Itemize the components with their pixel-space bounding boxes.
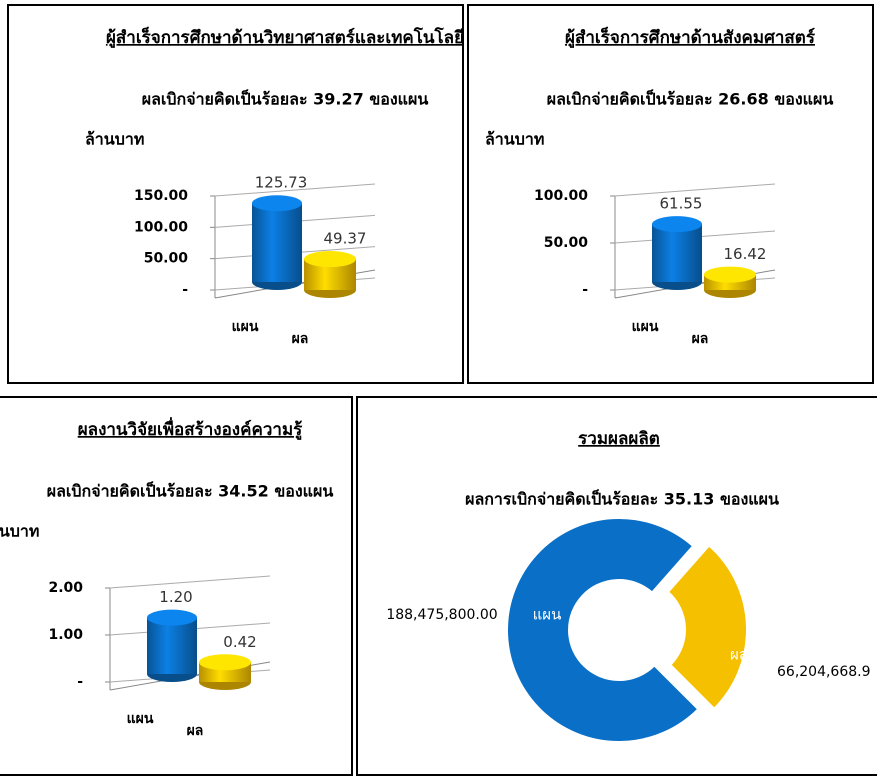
chart-title: ผลงานวิจัยเพื่อสร้างองค์ความรู้: [78, 417, 303, 441]
x-tick-label: แผน: [632, 319, 659, 335]
chart-title: ผู้สำเร็จการศึกษาด้านวิทยาศาสตร์และเทคโน…: [106, 25, 464, 49]
y-axis-label: ล้านบาท: [0, 522, 39, 541]
grid-line: [214, 183, 376, 197]
chart-title: ผู้สำเร็จการศึกษาด้านสังคมศาสตร์: [565, 25, 816, 49]
cylinder-top: [199, 654, 251, 671]
cylinder-top: [704, 266, 756, 283]
y-tick-label: -: [182, 282, 188, 298]
data-label: 0.42: [223, 633, 256, 651]
y-tick-label: 150.00: [134, 188, 188, 204]
panel-border: [356, 396, 877, 776]
y-tick-label: 100.00: [134, 219, 188, 235]
cylinder-top: [652, 216, 702, 233]
grid-line: [109, 575, 271, 589]
data-label: 188,475,800.00: [386, 607, 497, 623]
panel-border: [7, 4, 464, 384]
y-tick-label: -: [582, 282, 588, 298]
y-tick-label: -: [77, 674, 83, 690]
donut-slice: [506, 517, 700, 743]
cylinder: [652, 216, 702, 290]
x-tick-label: แผน: [232, 319, 259, 335]
grid-line: [614, 183, 776, 197]
bar: [652, 224, 702, 282]
chart-subtitle: ผลการเบิกจ่ายคิดเป็นร้อยละ 35.13 ของแผน: [465, 488, 779, 509]
data-label: 66,204,668.9: [777, 664, 871, 680]
chart-subtitle: ผลเบิกจ่ายคิดเป็นร้อยละ 34.52 ของแผน: [47, 480, 334, 501]
x-tick-label: ผล: [187, 723, 204, 739]
y-axis-label: ล้านบาท: [485, 130, 544, 149]
data-label: 125.73: [255, 174, 308, 192]
cylinder-top: [147, 609, 197, 626]
cylinder: [252, 195, 302, 290]
y-tick-label: 1.00: [48, 627, 83, 643]
x-tick-label: แผน: [127, 711, 154, 727]
x-tick-label: ผล: [292, 331, 309, 347]
cylinder-top: [252, 195, 302, 212]
chart-subtitle: ผลเบิกจ่ายคิดเป็นร้อยละ 39.27 ของแผน: [142, 88, 429, 109]
data-label: 61.55: [660, 195, 703, 213]
x-tick-label: ผล: [692, 331, 709, 347]
chart-subtitle: ผลเบิกจ่ายคิดเป็นร้อยละ 26.68 ของแผน: [547, 88, 834, 109]
slice-label: ผล: [730, 646, 748, 664]
data-label: 16.42: [724, 245, 767, 263]
cylinder-top: [304, 251, 356, 268]
y-tick-label: 50.00: [144, 251, 189, 267]
cylinder: [199, 654, 251, 690]
data-label: 49.37: [324, 230, 367, 248]
panel-border: [0, 396, 353, 776]
cylinder: [304, 251, 356, 298]
chart-title: รวมผลผลิต: [578, 429, 660, 449]
y-axis-label: ล้านบาท: [85, 130, 144, 149]
panel-border: [467, 4, 874, 384]
cylinder: [704, 266, 756, 298]
bar: [147, 617, 197, 674]
cylinder: [147, 609, 197, 682]
donut-slice: [666, 544, 748, 711]
y-tick-label: 50.00: [544, 235, 589, 251]
bar: [252, 203, 302, 282]
slice-label: แผน: [533, 606, 562, 624]
y-tick-label: 100.00: [534, 188, 588, 204]
data-label: 1.20: [159, 588, 192, 606]
y-tick-label: 2.00: [48, 580, 83, 596]
